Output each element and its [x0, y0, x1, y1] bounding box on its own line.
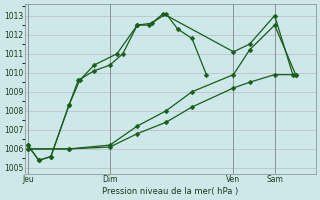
X-axis label: Pression niveau de la mer( hPa ): Pression niveau de la mer( hPa ) — [102, 187, 238, 196]
